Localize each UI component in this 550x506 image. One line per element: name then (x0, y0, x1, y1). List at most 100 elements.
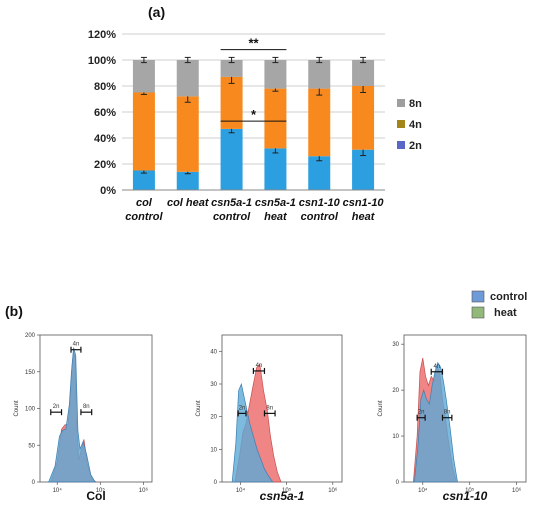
y-tick-label: 60% (94, 107, 116, 119)
y-tick-label: 20 (210, 415, 217, 421)
bar-segment-4n (264, 88, 287, 149)
category-label: csn5a-1 (255, 197, 296, 209)
y-tick-label: 150 (25, 370, 36, 376)
y-tick-label: 0 (32, 480, 36, 486)
x-tick-label: 10⁶ (512, 487, 522, 494)
bar-segment-4n (220, 76, 243, 129)
gate-label: 2n (239, 405, 246, 411)
legend-swatch-8n (397, 99, 405, 107)
panel-a-label: (a) (148, 4, 165, 20)
significance-label: * (251, 107, 257, 122)
gate-label: 8n (83, 404, 90, 410)
y-tick-label: 20% (94, 159, 116, 171)
histogram-csn5a-1: 0 10 20 30 40 10⁴ 10⁵ 10⁶ Count 2n 4n 8n csn5a-1 (196, 334, 343, 503)
legend-label-heat: heat (494, 307, 517, 319)
legend-label-4n: 4n (409, 119, 422, 131)
category-label: heat (352, 211, 376, 223)
plot-frame (403, 334, 527, 483)
y-axis-label: Count (378, 400, 384, 416)
histogram-legend: control heat (471, 290, 527, 319)
plot-frame (221, 334, 343, 483)
y-tick-label: 30 (392, 342, 399, 348)
y-tick-label: 40% (94, 133, 116, 145)
bar-segment-4n (132, 92, 155, 171)
x-tick-label: 10⁴ (418, 487, 428, 494)
bar-segment-4n (352, 86, 375, 150)
y-tick-label: 30 (210, 382, 217, 388)
y-tick-label: 200 (25, 333, 36, 339)
histogram-title: csn1-10 (443, 489, 488, 503)
gate-label: 4n (434, 364, 441, 370)
histogram-col: 0 50 100 150 200 10⁴ 10⁵ 10⁶ Count 2n 4n 8n Col (14, 333, 153, 503)
legend-swatch-heat (471, 306, 485, 319)
y-tick-label: 10 (392, 434, 399, 440)
category-label: control (125, 211, 163, 223)
gate-label: 8n (444, 410, 451, 416)
histogram-title: Col (86, 489, 105, 503)
y-tick-label: 10 (210, 447, 217, 453)
bar-segment-8n (220, 60, 243, 77)
histogram-control (48, 347, 96, 483)
y-tick-label: 0 (396, 480, 400, 486)
panel-b-label: (b) (5, 303, 23, 319)
y-tick-label: 100 (25, 407, 36, 413)
y-tick-label: 40 (210, 349, 217, 355)
significance-label: ** (248, 36, 259, 51)
y-tick-label: 0% (100, 185, 116, 197)
bar-segment-2n (352, 149, 375, 190)
gate-label: 4n (73, 342, 80, 348)
bar-segment-8n (352, 60, 375, 86)
y-tick-label: 120% (88, 29, 116, 41)
bar-segment-4n (176, 96, 199, 172)
gate-label: 2n (53, 404, 60, 410)
bar-segment-8n (176, 60, 199, 97)
bar-segment-2n (132, 170, 155, 190)
bar-segment-4n (308, 88, 331, 157)
y-axis-label: Count (196, 400, 202, 416)
bar-segment-2n (220, 128, 243, 190)
x-tick-label: 10⁵ (465, 487, 475, 494)
x-tick-label: 10⁴ (236, 487, 246, 494)
x-tick-label: 10⁴ (53, 487, 63, 494)
x-tick-label: 10⁵ (282, 487, 292, 494)
category-label: control (213, 211, 251, 223)
histogram-control (413, 361, 458, 483)
legend-label-2n: 2n (409, 140, 422, 152)
bar-segment-8n (308, 60, 331, 89)
category-label: heat (264, 211, 288, 223)
legend-swatch-4n (397, 120, 405, 128)
x-tick-label: 10⁵ (96, 487, 106, 494)
legend-label-8n: 8n (409, 98, 422, 110)
bar-segment-8n (264, 60, 287, 89)
y-tick-label: 100% (88, 55, 116, 67)
histogram-title: csn5a-1 (260, 489, 305, 503)
y-tick-label: 50 (28, 443, 35, 449)
category-label: csn1-10 (299, 197, 341, 209)
histogram-csn1-10: 0 10 20 30 10⁴ 10⁵ 10⁶ Count 2n 4n 8n csn1-10 (378, 334, 527, 503)
legend-label-control: control (490, 291, 527, 303)
bar-segment-2n (264, 148, 287, 190)
histogram-control (231, 382, 274, 483)
y-tick-label: 0 (214, 480, 218, 486)
bar-legend: 8n 4n 2n (397, 98, 422, 152)
gate-label: 4n (256, 363, 263, 369)
bar-segment-2n (308, 156, 331, 190)
bar-segment-2n (176, 171, 199, 190)
legend-swatch-2n (397, 141, 405, 149)
y-axis-label: Count (14, 400, 20, 416)
bar-segment-8n (132, 60, 155, 93)
x-tick-label: 10⁶ (139, 487, 149, 494)
category-label: csn5a-1 (211, 197, 252, 209)
category-label: col heat (167, 197, 210, 209)
category-label: csn1-10 (343, 197, 385, 209)
category-label: control (301, 211, 339, 223)
x-tick-label: 10⁶ (328, 487, 338, 494)
category-label: col (136, 197, 153, 209)
gate-label: 8n (266, 405, 273, 411)
y-tick-label: 80% (94, 81, 116, 93)
y-tick-label: 20 (392, 388, 399, 394)
gate-label: 2n (418, 410, 425, 416)
legend-swatch-control (471, 290, 485, 303)
